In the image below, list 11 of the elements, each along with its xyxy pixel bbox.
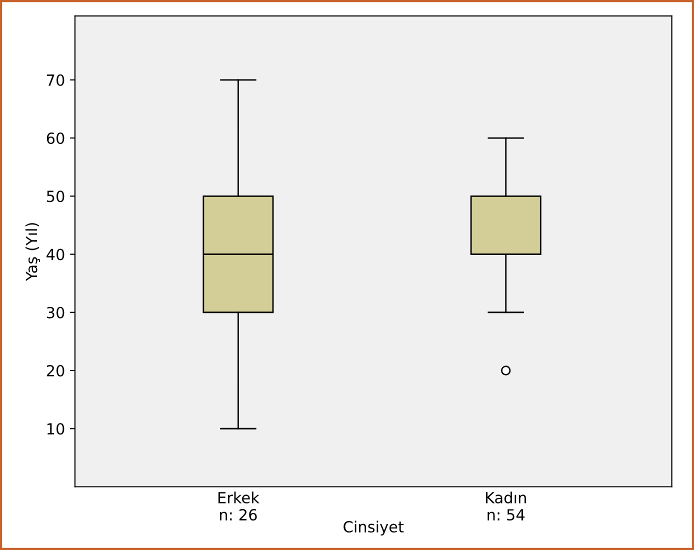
- y-tick-label: 10: [47, 423, 64, 435]
- x-axis-title: Cinsiyet: [344, 520, 404, 536]
- y-tick-label: 60: [46, 132, 64, 144]
- x-tick-label: Erkek n: 26: [218, 492, 260, 521]
- y-tick-label: 70: [47, 74, 64, 86]
- y-tick-label: 30: [46, 306, 64, 318]
- y-tick-label: 40: [46, 248, 64, 260]
- x-tick-label: Kadın n: 54: [486, 492, 526, 521]
- y-tick-label: 50: [46, 190, 64, 202]
- y-axis-title: Yaş (Yıl): [25, 223, 40, 281]
- y-tick-label: 20: [46, 364, 64, 377]
